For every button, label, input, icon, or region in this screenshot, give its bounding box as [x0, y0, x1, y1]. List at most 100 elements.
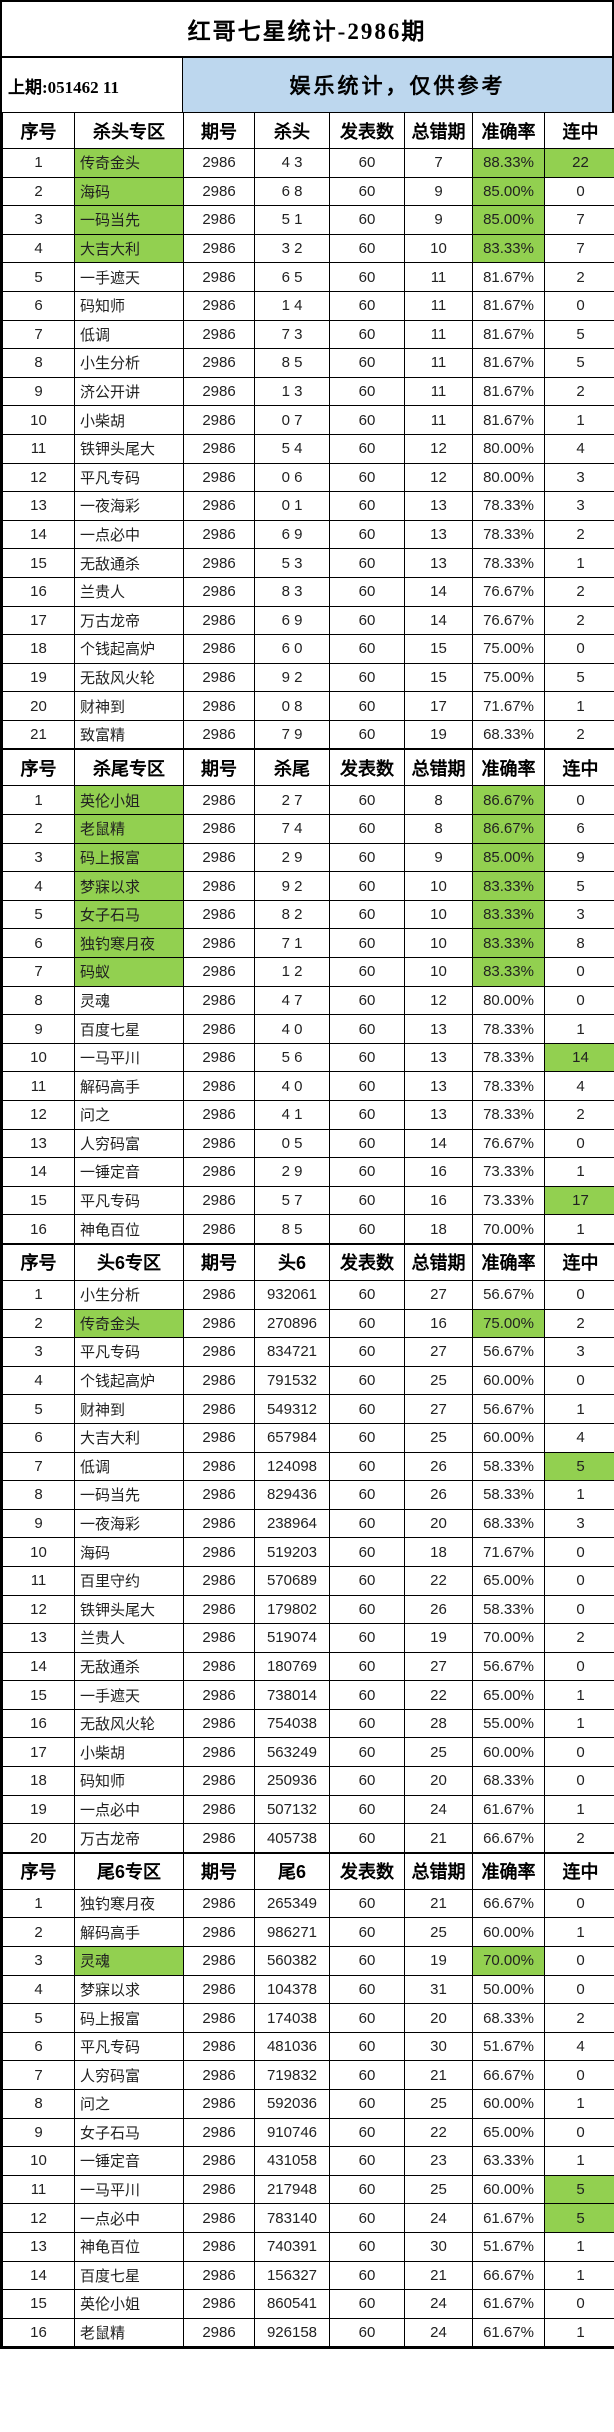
table-row: 15 一手遮天 2986 738014 60 22 65.00% 1: [2, 1680, 614, 1710]
table-row: 3 平凡专码 2986 834721 60 27 56.67% 3: [2, 1337, 614, 1367]
cell-zone-name: 海码: [74, 1537, 184, 1567]
cell-accuracy: 78.33%: [472, 1071, 545, 1101]
cell-zone-name: 无敌风火轮: [74, 662, 184, 693]
cell-accuracy: 75.00%: [472, 1308, 545, 1339]
cell-errors: 20: [404, 1766, 473, 1796]
cell-zone-name: 一锤定音: [74, 2146, 184, 2176]
cell-accuracy: 80.00%: [472, 433, 545, 464]
cell-zone-name: 码上报富: [74, 2003, 184, 2033]
cell-no: 12: [2, 1100, 75, 1130]
cell-errors: 27: [404, 1337, 473, 1367]
cell-no: 1: [2, 1888, 75, 1919]
cell-issue: 2986: [183, 376, 255, 407]
cell-accuracy: 71.67%: [472, 691, 545, 721]
cell-value: 4 3: [254, 148, 330, 178]
cell-published: 60: [329, 814, 405, 844]
cell-value: 754038: [254, 1708, 330, 1739]
cell-errors: 10: [404, 957, 473, 987]
cell-streak: 1: [544, 1157, 614, 1187]
cell-no: 18: [2, 1766, 75, 1796]
cell-errors: 16: [404, 1157, 473, 1187]
cell-issue: 2986: [183, 205, 255, 235]
table-row: 9 百度七星 2986 4 0 60 13 78.33% 1: [2, 1014, 614, 1044]
cell-errors: 14: [404, 576, 473, 607]
cell-accuracy: 56.67%: [472, 1651, 545, 1682]
cell-value: 5 3: [254, 548, 330, 578]
cell-zone-name: 码知师: [74, 1766, 184, 1796]
column-header-accuracy: 准确率: [472, 1852, 545, 1890]
cell-errors: 19: [404, 1623, 473, 1653]
column-header-streak: 连中: [544, 1852, 614, 1890]
cell-accuracy: 58.33%: [472, 1594, 545, 1625]
cell-errors: 12: [404, 985, 473, 1016]
cell-accuracy: 85.00%: [472, 176, 545, 207]
table-row: 19 无敌风火轮 2986 9 2 60 15 75.00% 5: [2, 662, 614, 693]
cell-accuracy: 56.67%: [472, 1337, 545, 1367]
cell-streak: 0: [544, 1537, 614, 1567]
column-header-errors: 总错期: [404, 749, 473, 787]
column-header-issue: 期号: [183, 1243, 255, 1281]
cell-no: 12: [2, 1594, 75, 1625]
cell-published: 60: [329, 433, 405, 464]
cell-published: 60: [329, 1157, 405, 1187]
cell-errors: 13: [404, 548, 473, 578]
cell-value: 8 2: [254, 899, 330, 930]
cell-accuracy: 81.67%: [472, 376, 545, 407]
table-row: 1 小生分析 2986 932061 60 27 56.67% 0: [2, 1279, 614, 1310]
cell-no: 5: [2, 2003, 75, 2033]
cell-streak: 0: [544, 1365, 614, 1396]
cell-streak: 0: [544, 1946, 614, 1976]
cell-published: 60: [329, 1042, 405, 1073]
cell-zone-name: 平凡专码: [74, 462, 184, 493]
cell-zone-name: 大吉大利: [74, 1422, 184, 1453]
cell-no: 1: [2, 785, 75, 816]
cell-streak: 5: [544, 319, 614, 350]
cell-streak: 0: [544, 985, 614, 1016]
cell-no: 11: [2, 433, 75, 464]
cell-published: 60: [329, 2289, 405, 2319]
cell-zone-name: 致富精: [74, 719, 184, 750]
cell-zone-name: 财神到: [74, 691, 184, 721]
cell-issue: 2986: [183, 2031, 255, 2062]
cell-value: 1 3: [254, 376, 330, 407]
cell-accuracy: 78.33%: [472, 1014, 545, 1044]
cell-errors: 21: [404, 2260, 473, 2291]
cell-accuracy: 65.00%: [472, 1680, 545, 1710]
cell-issue: 2986: [183, 814, 255, 844]
cell-issue: 2986: [183, 1337, 255, 1367]
cell-issue: 2986: [183, 148, 255, 178]
cell-errors: 11: [404, 290, 473, 321]
cell-issue: 2986: [183, 1888, 255, 1919]
cell-errors: 10: [404, 233, 473, 264]
cell-zone-name: 兰贵人: [74, 1623, 184, 1653]
cell-value: 791532: [254, 1365, 330, 1396]
cell-no: 11: [2, 2174, 75, 2205]
cell-streak: 5: [544, 871, 614, 901]
cell-published: 60: [329, 985, 405, 1016]
cell-streak: 4: [544, 2031, 614, 2062]
cell-zone-name: 一点必中: [74, 1794, 184, 1825]
cell-streak: 0: [544, 1766, 614, 1796]
table-row: 18 个钱起高炉 2986 6 0 60 15 75.00% 0: [2, 634, 614, 664]
cell-accuracy: 63.33%: [472, 2146, 545, 2176]
cell-zone-name: 小生分析: [74, 1279, 184, 1310]
cell-no: 12: [2, 462, 75, 493]
table-row: 9 女子石马 2986 910746 60 22 65.00% 0: [2, 2117, 614, 2148]
cell-streak: 0: [544, 2289, 614, 2319]
cell-errors: 19: [404, 719, 473, 750]
table-row: 11 铁钾头尾大 2986 5 4 60 12 80.00% 4: [2, 433, 614, 464]
cell-value: 5 6: [254, 1042, 330, 1073]
cell-streak: 5: [544, 662, 614, 693]
page-title: 红哥七星统计-2986期: [0, 0, 614, 56]
cell-published: 60: [329, 176, 405, 207]
cell-value: 9 2: [254, 871, 330, 901]
cell-no: 11: [2, 1071, 75, 1101]
cell-value: 104378: [254, 1974, 330, 2005]
cell-accuracy: 66.67%: [472, 1888, 545, 1919]
cell-issue: 2986: [183, 262, 255, 292]
table-row: 8 灵魂 2986 4 7 60 12 80.00% 0: [2, 985, 614, 1016]
cell-issue: 2986: [183, 1708, 255, 1739]
column-header-streak: 连中: [544, 1243, 614, 1281]
cell-accuracy: 68.33%: [472, 719, 545, 750]
cell-errors: 13: [404, 491, 473, 521]
